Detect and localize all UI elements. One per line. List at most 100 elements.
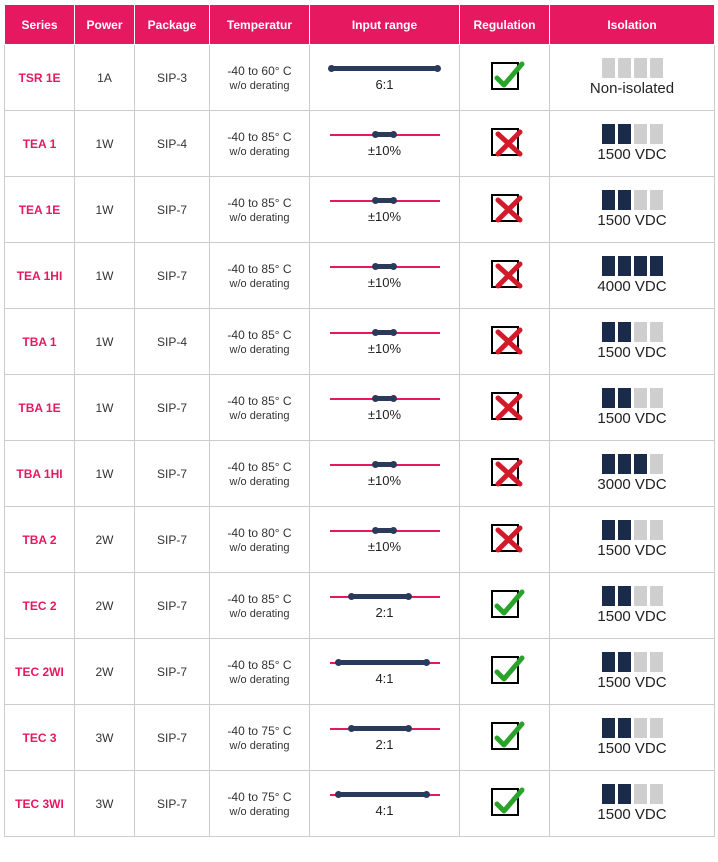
input-range: 4:1 xyxy=(313,658,456,686)
iso-bar xyxy=(650,124,663,144)
range-label: ±10% xyxy=(368,275,401,290)
isolation: 1500 VDC xyxy=(553,322,711,361)
isolation: 1500 VDC xyxy=(553,190,711,229)
isolation: 1500 VDC xyxy=(553,652,711,691)
regulation-check-icon xyxy=(491,656,519,684)
regulation-check-icon xyxy=(491,788,519,816)
cell-package: SIP-4 xyxy=(135,111,210,177)
cell-isolation: 3000 VDC xyxy=(550,441,715,507)
table-row: TBA 2 2W SIP-7 -40 to 80° C w/o derating… xyxy=(5,507,715,573)
range-label: ±10% xyxy=(368,407,401,422)
iso-bar xyxy=(650,652,663,672)
iso-bar xyxy=(602,520,615,540)
input-range: ±10% xyxy=(313,460,456,488)
isolation-label: 1500 VDC xyxy=(597,674,666,691)
isolation: 1500 VDC xyxy=(553,124,711,163)
cell-temperature: -40 to 60° C w/o derating xyxy=(210,45,310,111)
cell-series: TEA 1HI xyxy=(5,243,75,309)
table-row: TSR 1E 1A SIP-3 -40 to 60° C w/o deratin… xyxy=(5,45,715,111)
cell-series: TEA 1E xyxy=(5,177,75,243)
iso-bar xyxy=(618,652,631,672)
iso-bar xyxy=(618,784,631,804)
cell-input-range: 4:1 xyxy=(310,771,460,837)
col-header-1: Power xyxy=(75,5,135,45)
cell-series: TBA 1HI xyxy=(5,441,75,507)
iso-bar xyxy=(634,718,647,738)
isolation: 1500 VDC xyxy=(553,388,711,427)
iso-bar xyxy=(634,190,647,210)
cell-series: TEC 3WI xyxy=(5,771,75,837)
table-body: TSR 1E 1A SIP-3 -40 to 60° C w/o deratin… xyxy=(5,45,715,837)
iso-bar xyxy=(634,58,647,78)
cell-temperature: -40 to 85° C w/o derating xyxy=(210,309,310,375)
iso-bar xyxy=(650,58,663,78)
isolation-label: 1500 VDC xyxy=(597,344,666,361)
range-label: 4:1 xyxy=(375,671,393,686)
cell-regulation xyxy=(460,177,550,243)
cell-series: TEC 3 xyxy=(5,705,75,771)
iso-bar xyxy=(602,784,615,804)
cell-series: TEC 2 xyxy=(5,573,75,639)
cell-regulation xyxy=(460,111,550,177)
col-header-4: Input range xyxy=(310,5,460,45)
cell-package: SIP-7 xyxy=(135,573,210,639)
table-row: TEC 2 2W SIP-7 -40 to 85° C w/o derating… xyxy=(5,573,715,639)
iso-bar xyxy=(602,454,615,474)
iso-bar xyxy=(634,454,647,474)
cell-regulation xyxy=(460,639,550,705)
cell-power: 1W xyxy=(75,441,135,507)
isolation-label: 1500 VDC xyxy=(597,608,666,625)
cell-isolation: 1500 VDC xyxy=(550,111,715,177)
iso-bar xyxy=(602,58,615,78)
col-header-5: Regulation xyxy=(460,5,550,45)
range-label: ±10% xyxy=(368,539,401,554)
isolation-label: 3000 VDC xyxy=(597,476,666,493)
isolation: 1500 VDC xyxy=(553,784,711,823)
cell-input-range: ±10% xyxy=(310,507,460,573)
col-header-6: Isolation xyxy=(550,5,715,45)
iso-bar xyxy=(650,190,663,210)
cell-isolation: 1500 VDC xyxy=(550,177,715,243)
iso-bar xyxy=(618,322,631,342)
col-header-3: Temperatur xyxy=(210,5,310,45)
input-range: 4:1 xyxy=(313,790,456,818)
isolation-label: Non-isolated xyxy=(590,80,674,97)
table-row: TEC 2WI 2W SIP-7 -40 to 85° C w/o derati… xyxy=(5,639,715,705)
cell-regulation xyxy=(460,573,550,639)
cell-regulation xyxy=(460,507,550,573)
input-range: ±10% xyxy=(313,526,456,554)
iso-bar xyxy=(618,454,631,474)
input-range: ±10% xyxy=(313,328,456,356)
cell-input-range: ±10% xyxy=(310,375,460,441)
range-label: ±10% xyxy=(368,143,401,158)
cell-temperature: -40 to 85° C w/o derating xyxy=(210,375,310,441)
iso-bar xyxy=(634,256,647,276)
cell-isolation: 1500 VDC xyxy=(550,771,715,837)
cell-power: 1W xyxy=(75,243,135,309)
cell-regulation xyxy=(460,441,550,507)
input-range: 6:1 xyxy=(313,64,456,92)
cell-power: 1W xyxy=(75,111,135,177)
isolation-label: 1500 VDC xyxy=(597,806,666,823)
isolation: 1500 VDC xyxy=(553,520,711,559)
cell-regulation xyxy=(460,705,550,771)
product-table: SeriesPowerPackageTemperaturInput rangeR… xyxy=(4,4,715,837)
iso-bar xyxy=(634,586,647,606)
iso-bar xyxy=(618,58,631,78)
table-row: TBA 1E 1W SIP-7 -40 to 85° C w/o deratin… xyxy=(5,375,715,441)
table-row: TEC 3 3W SIP-7 -40 to 75° C w/o derating… xyxy=(5,705,715,771)
iso-bar xyxy=(634,784,647,804)
table-header: SeriesPowerPackageTemperaturInput rangeR… xyxy=(5,5,715,45)
cell-isolation: 1500 VDC xyxy=(550,573,715,639)
cell-temperature: -40 to 85° C w/o derating xyxy=(210,111,310,177)
input-range: ±10% xyxy=(313,394,456,422)
regulation-check-icon xyxy=(491,722,519,750)
cell-input-range: 2:1 xyxy=(310,573,460,639)
range-label: 4:1 xyxy=(375,803,393,818)
cell-power: 1W xyxy=(75,375,135,441)
cell-regulation xyxy=(460,45,550,111)
isolation: 1500 VDC xyxy=(553,718,711,757)
iso-bar xyxy=(618,256,631,276)
regulation-cross-icon xyxy=(491,194,519,222)
iso-bar xyxy=(650,586,663,606)
